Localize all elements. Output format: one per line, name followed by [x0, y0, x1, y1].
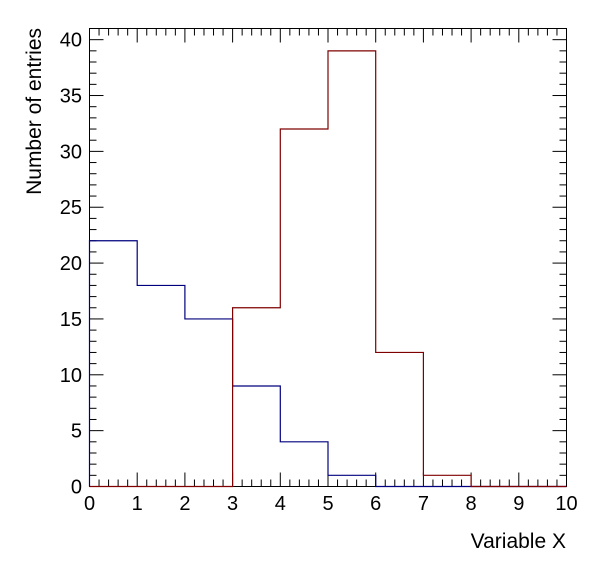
histogram-bin: [280, 129, 328, 486]
tick-labels: 0 1 2 3 4 5 6 7 8 9 10 0 5 10 15 20 25 30 35 40: [60, 30, 578, 515]
x-tick-label: 6: [370, 493, 381, 515]
histogram-bin: [423, 475, 471, 486]
x-tick-label: 10: [555, 493, 577, 515]
y-tick-label: 30: [60, 141, 82, 163]
y-tick-label: 35: [60, 86, 82, 108]
axis-ticks: [89, 28, 567, 487]
histogram-bin: [280, 442, 328, 487]
y-tick-label: 15: [60, 309, 82, 331]
y-axis-label: Number of entries: [23, 28, 46, 195]
histogram-bin: [233, 308, 281, 487]
y-tick-label: 20: [60, 253, 82, 275]
histogram-bin: [328, 475, 376, 486]
y-tick-label: 40: [60, 30, 82, 52]
y-tick-label: 10: [60, 365, 82, 387]
histogram-bin: [328, 51, 376, 487]
histogram-bin: [233, 386, 281, 487]
x-tick-label: 3: [227, 493, 238, 515]
x-tick-label: 9: [513, 493, 524, 515]
x-tick-label: 0: [84, 493, 95, 515]
y-tick-label: 0: [71, 477, 82, 499]
x-axis-label: Variable X: [471, 530, 566, 553]
histogram-series-1: [88, 240, 567, 488]
x-tick-label: 1: [132, 493, 143, 515]
histogram-bin: [137, 285, 185, 486]
x-tick-label: 8: [466, 493, 477, 515]
histogram-series-2: [89, 50, 567, 488]
histogram-outline: [89, 50, 567, 488]
x-tick-label: 4: [275, 493, 286, 515]
y-tick-label: 25: [60, 197, 82, 219]
histogram-bin: [90, 241, 138, 487]
x-tick-label: 7: [418, 493, 429, 515]
series-layer: [88, 50, 567, 488]
histogram-bin: [185, 319, 233, 487]
histogram-bin: [376, 352, 424, 486]
x-tick-label: 5: [322, 493, 333, 515]
x-tick-label: 2: [179, 493, 190, 515]
y-tick-label: 5: [71, 421, 82, 443]
histogram-outline: [88, 240, 567, 488]
